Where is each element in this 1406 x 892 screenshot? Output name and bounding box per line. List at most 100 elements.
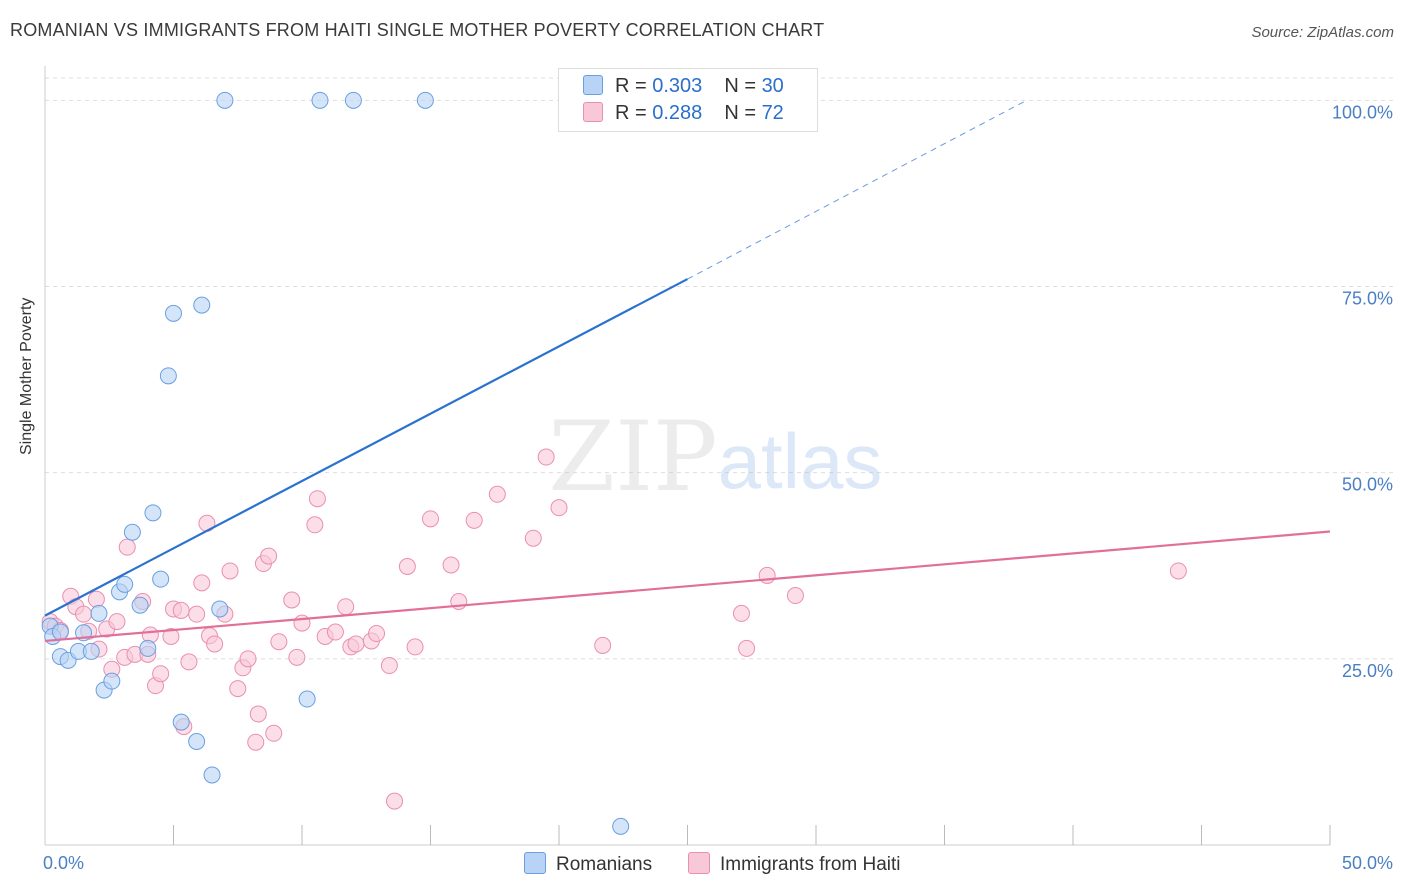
haiti-swatch	[583, 102, 603, 122]
chart-title: ROMANIAN VS IMMIGRANTS FROM HAITI SINGLE…	[10, 20, 825, 40]
romanian-point	[90, 604, 108, 622]
n-label: N =	[724, 75, 762, 97]
haiti-point	[260, 547, 278, 565]
romanians-swatch	[524, 852, 546, 874]
haiti-point	[594, 636, 612, 654]
r-value: 0.288	[652, 102, 703, 124]
romanian-point	[298, 690, 316, 708]
romanian-trend-line	[44, 278, 689, 617]
romanian-point	[51, 623, 69, 641]
haiti-point	[206, 635, 224, 653]
haiti-point	[442, 556, 460, 574]
romanian-point	[188, 732, 206, 750]
haiti-point	[221, 562, 239, 580]
x-tick-label: 50.0%	[1342, 853, 1393, 873]
romanian-point	[216, 91, 234, 109]
y-tick-label: 50.0%	[1342, 475, 1393, 495]
watermark-atlas: atlas	[718, 417, 883, 505]
romanians-swatch	[583, 75, 603, 95]
haiti-point	[368, 625, 386, 643]
romanian-point	[165, 304, 182, 322]
romanian-point	[131, 596, 149, 614]
haiti-point	[488, 485, 506, 503]
romanian-point	[152, 570, 170, 588]
romanian-point	[612, 817, 630, 835]
haiti-point	[337, 598, 355, 616]
n-label: N =	[724, 102, 762, 124]
y-tick-label: 100.0%	[1332, 102, 1393, 122]
haiti-point	[786, 587, 804, 605]
haiti-points	[41, 448, 1187, 810]
haiti-point	[386, 792, 404, 810]
romanian-point	[159, 367, 177, 385]
watermark: ZIP atlas	[548, 401, 882, 513]
haiti-point	[308, 490, 326, 508]
romanian-point	[172, 713, 190, 731]
haiti-point	[732, 604, 750, 622]
haiti-point	[162, 627, 180, 645]
haiti-point	[172, 601, 190, 619]
legend-row-haiti: R = 0.288 N = 72	[583, 102, 784, 126]
haiti-point	[465, 511, 483, 529]
haiti-point	[380, 657, 398, 675]
legend-haiti[interactable]: Immigrants from Haiti	[688, 852, 901, 876]
haiti-point	[283, 591, 301, 609]
romanian-trend-extension	[687, 99, 1027, 280]
romanian-point	[211, 600, 229, 618]
series-legend: Romanians Immigrants from Haiti	[0, 852, 1406, 878]
haiti-point	[1169, 562, 1187, 580]
haiti-point	[249, 705, 267, 723]
y-tick-label: 25.0%	[1342, 661, 1393, 681]
haiti-point	[247, 733, 265, 751]
haiti-point	[108, 613, 126, 631]
romanian-point	[116, 575, 134, 593]
haiti-point	[229, 680, 247, 698]
haiti-point	[326, 623, 344, 641]
tick-labels: 25.0% 50.0% 75.0% 100.0% 0.0% 50.0%	[43, 102, 1393, 873]
watermark-zip: ZIP	[548, 401, 717, 513]
romanian-point	[193, 296, 211, 314]
n-value: 72	[761, 102, 784, 124]
haiti-point	[422, 510, 439, 528]
haiti-point	[524, 529, 542, 547]
romanian-points	[41, 91, 630, 835]
grid-lines	[45, 77, 1393, 660]
haiti-point	[738, 639, 756, 657]
haiti-point	[193, 574, 211, 592]
romanian-point	[139, 639, 157, 657]
romanian-point	[123, 523, 141, 541]
legend-romanians-label: Romanians	[556, 854, 653, 875]
haiti-point	[180, 653, 198, 671]
n-value: 30	[761, 75, 784, 97]
trend-lines	[44, 99, 1331, 643]
axes	[44, 66, 1331, 846]
legend-romanians[interactable]: Romanians	[524, 852, 652, 876]
haiti-point	[550, 499, 568, 517]
haiti-point	[270, 633, 288, 651]
haiti-swatch	[688, 852, 710, 874]
haiti-point	[288, 648, 306, 666]
romanian-point	[103, 672, 121, 690]
haiti-point	[75, 605, 93, 623]
haiti-point	[398, 557, 416, 575]
r-label: R =	[615, 102, 653, 124]
romanian-point	[344, 91, 362, 109]
haiti-point	[537, 448, 555, 466]
romanian-point	[311, 91, 329, 109]
haiti-point	[265, 724, 283, 742]
haiti-point	[758, 566, 776, 584]
source-label: Source: ZipAtlas.com	[1251, 24, 1394, 41]
correlation-legend: R = 0.303 N = 30 R = 0.288 N = 72	[558, 68, 818, 132]
romanian-point	[82, 642, 100, 660]
haiti-point	[406, 638, 424, 656]
r-label: R =	[615, 75, 653, 97]
x-tick-label: 0.0%	[43, 853, 84, 873]
legend-haiti-label: Immigrants from Haiti	[720, 854, 901, 875]
y-axis-label: Single Mother Poverty	[18, 297, 35, 455]
romanian-point	[203, 766, 221, 784]
haiti-point	[118, 538, 136, 556]
haiti-point	[87, 590, 105, 608]
r-value: 0.303	[652, 75, 703, 97]
haiti-point	[347, 635, 365, 653]
legend-row-romanians: R = 0.303 N = 30	[583, 75, 784, 99]
